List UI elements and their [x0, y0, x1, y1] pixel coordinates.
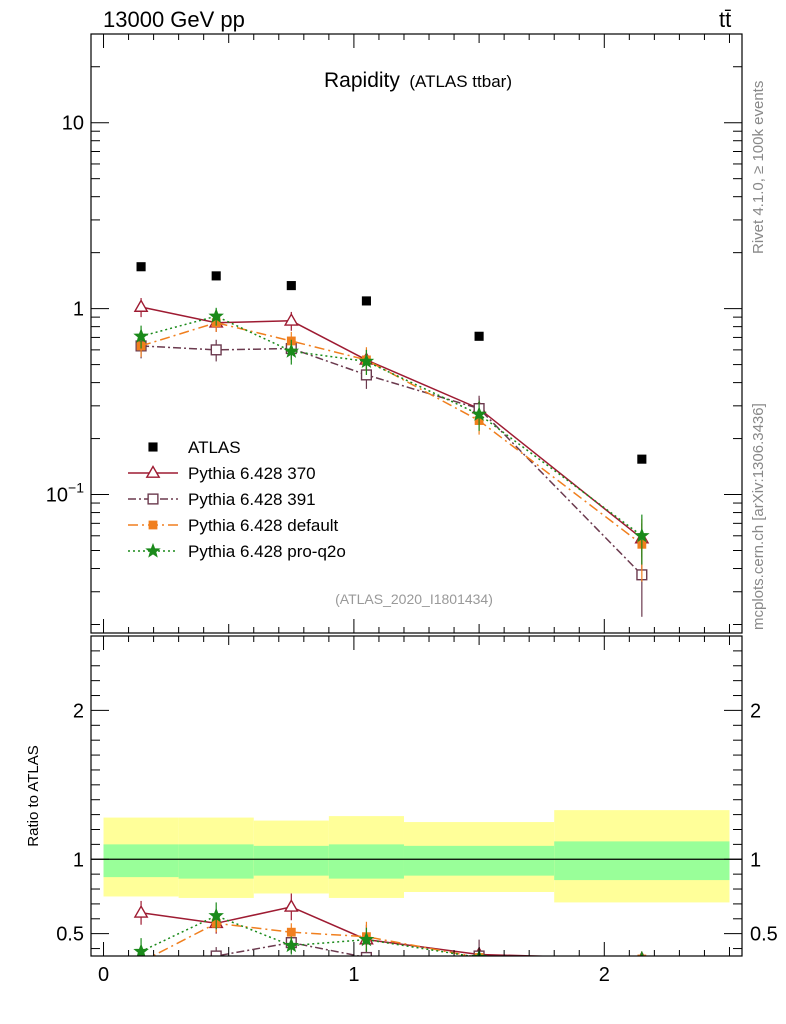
legend-marker	[148, 442, 158, 452]
legend-marker	[147, 493, 159, 505]
chart-subtitle: (ATLAS ttbar)	[409, 72, 512, 91]
data-point	[471, 406, 487, 421]
data-point	[634, 527, 650, 543]
ratio-y-tick-label-left: 1	[73, 849, 84, 871]
series-line	[140, 306, 643, 540]
legend-marker	[148, 520, 158, 530]
ratio-point	[358, 931, 375, 947]
ratio-ylabel: Ratio to ATLAS	[25, 745, 42, 846]
data-point	[283, 343, 300, 358]
legend-item: Pythia 6.428 default	[128, 516, 339, 535]
ratio-point	[286, 927, 296, 937]
legend-marker	[145, 542, 161, 558]
ratio-point	[208, 907, 224, 923]
energy-label: 13000 GeV pp	[103, 7, 245, 32]
legend-item: Pythia 6.428 370	[128, 464, 316, 483]
ratio-point	[360, 951, 372, 956]
ratio-y-tick-label-right: 0.5	[750, 924, 778, 946]
data-point	[210, 344, 222, 356]
legend-item: Pythia 6.428 pro-q2o	[128, 542, 346, 561]
legend-label: Pythia 6.428 370	[188, 464, 316, 483]
series-atlas	[136, 262, 647, 464]
ratio-y-tick-label-left: 0.5	[56, 924, 84, 946]
data-point	[208, 308, 224, 323]
data-point	[133, 328, 149, 343]
series-line	[140, 321, 643, 545]
ratio-series-pythia-6-428-pro-q2o	[133, 902, 644, 956]
ratio-point	[283, 937, 300, 953]
y-tick-label: 10	[62, 113, 84, 135]
uncertainty-band-inner	[178, 844, 254, 879]
uncertainty-band-inner	[328, 844, 404, 879]
atlas-point	[211, 271, 221, 281]
series-pythia-6-428-pro-q2o	[133, 307, 650, 565]
ratio-y-tick-label-right: 1	[750, 849, 761, 871]
ratio-point	[133, 904, 149, 918]
data-point	[358, 353, 375, 369]
ratio-y-tick-label-left: 2	[73, 700, 84, 722]
x-tick-label: 1	[348, 964, 359, 986]
ratio-point	[133, 943, 149, 956]
legend-item: Pythia 6.428 391	[128, 490, 316, 509]
uncertainty-band-inner	[253, 845, 329, 876]
ratio-line	[140, 914, 475, 956]
legend-marker	[145, 465, 161, 478]
legend-item-atlas: ATLAS	[148, 438, 241, 457]
uncertainty-band-inner	[554, 841, 730, 881]
legend: ATLAS Pythia 6.428 370 Pythia 6.428 391 Pyt…	[128, 438, 346, 561]
ratio-frame	[90, 635, 743, 957]
ratio-point	[639, 950, 644, 956]
ratio-point	[283, 898, 299, 912]
ratio-line	[140, 906, 561, 956]
ratio-point	[136, 959, 146, 969]
process-label: tt̄	[719, 7, 731, 32]
analysis-id: (ATLAS_2020_I1801434)	[335, 591, 493, 607]
y-tick-label: 1	[73, 299, 84, 321]
ratio-point	[637, 967, 647, 977]
legend-label: Pythia 6.428 default	[188, 516, 339, 535]
ratio-point	[137, 958, 145, 966]
uncertainty-band-inner	[403, 845, 555, 876]
main-panel: 10 1 10−1 Rapidity (ATLAS ttbar) (ATLAS_20…	[46, 33, 743, 634]
atlas-point	[286, 281, 296, 291]
series-line	[141, 345, 643, 576]
x-tick-label: 2	[599, 964, 610, 986]
ratio-y-tick-label-right: 2	[750, 700, 761, 722]
atlas-point	[474, 331, 484, 341]
data-point	[283, 312, 299, 326]
mcplots-label: mcplots.cern.ch [arXiv:1306.3436]	[750, 403, 767, 630]
legend-label: ATLAS	[188, 438, 241, 457]
atlas-point	[136, 262, 146, 272]
main-frame	[90, 33, 743, 634]
uncertainty-band-inner	[103, 844, 179, 878]
x-tick-label: 0	[98, 964, 109, 986]
chart-title: Rapidity (ATLAS ttbar)	[324, 69, 512, 92]
y-tick-label: 10−1	[46, 480, 84, 507]
ratio-panel: 0.5 0.5 1 1 2 2 0 1 2 Ratio to ATLAS	[25, 635, 778, 986]
chart-title-main: Rapidity	[324, 69, 400, 92]
rivet-version-label: Rivet 4.1.0, ≥ 100k events	[750, 81, 767, 254]
atlas-point	[361, 296, 371, 306]
legend-label: Pythia 6.428 391	[188, 490, 316, 509]
atlas-point	[637, 454, 647, 464]
legend-label: Pythia 6.428 pro-q2o	[188, 542, 346, 561]
data-point	[133, 299, 149, 312]
ratio-point	[210, 950, 222, 956]
